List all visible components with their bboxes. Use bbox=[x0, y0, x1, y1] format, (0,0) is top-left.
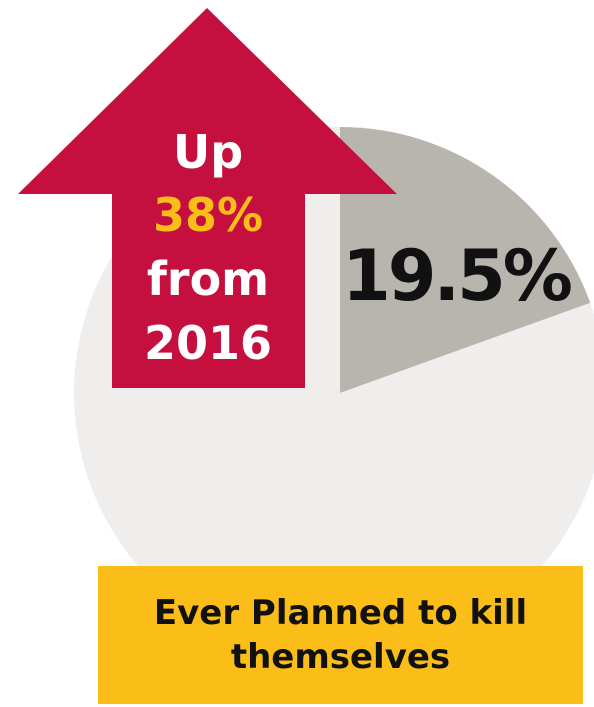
arrow-line-from: from bbox=[147, 252, 269, 306]
caption-text: Ever Planned to kill themselves bbox=[153, 593, 528, 677]
slice-value-label: 19.5% bbox=[342, 235, 571, 317]
pie-slice-highlight bbox=[340, 127, 591, 393]
arrow-line-year: 2016 bbox=[144, 316, 272, 370]
arrow-line-up: Up bbox=[173, 125, 243, 179]
arrow-line-percent: 38% bbox=[153, 188, 263, 242]
caption-box: Ever Planned to kill themselves bbox=[98, 566, 583, 704]
up-arrow-icon bbox=[18, 8, 397, 388]
